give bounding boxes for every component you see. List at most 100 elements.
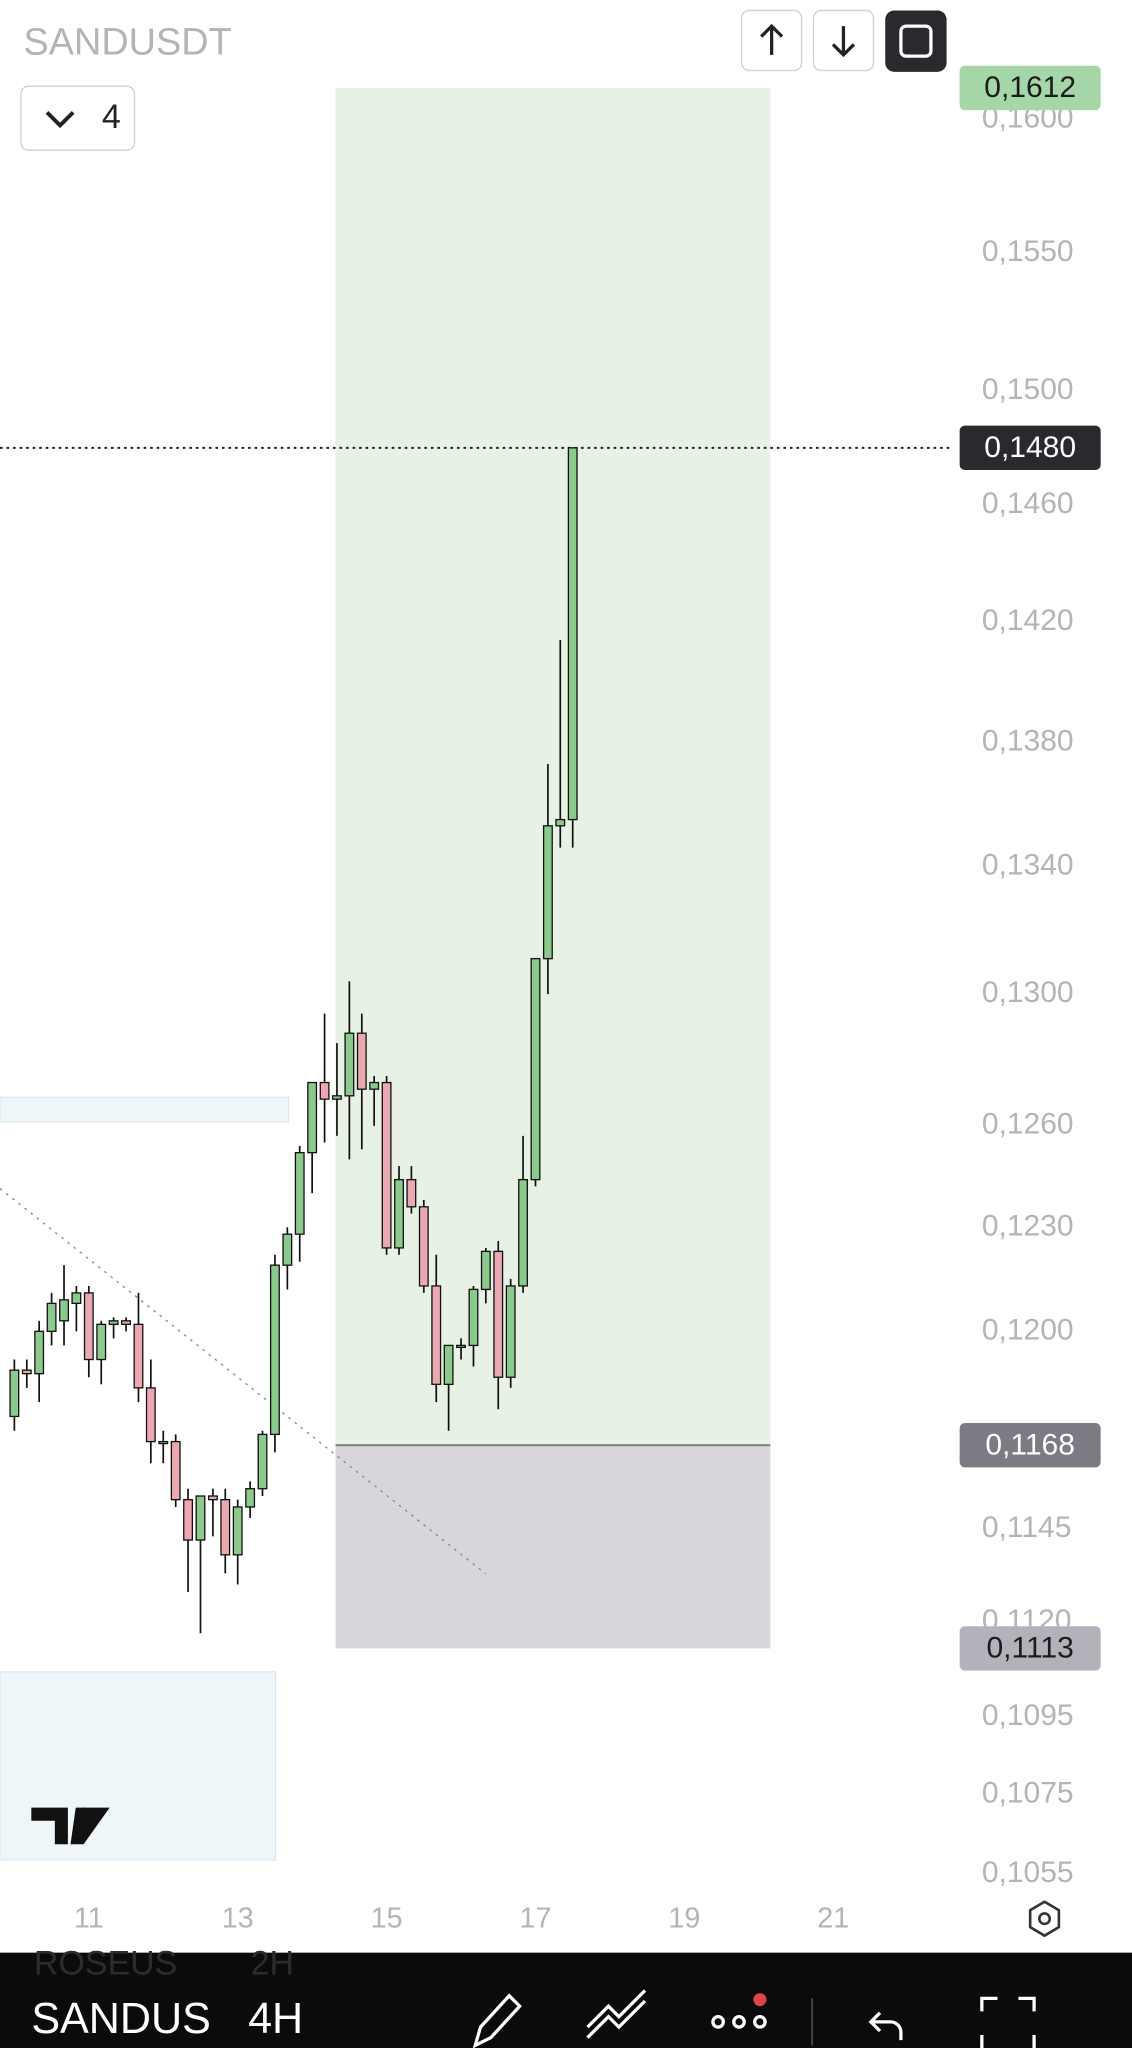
x-tick-label: 21 bbox=[817, 1903, 849, 1935]
y-tick-label: 0,1550 bbox=[982, 235, 1074, 268]
candle-body bbox=[518, 1178, 529, 1287]
candle-body bbox=[34, 1330, 45, 1375]
candle-body bbox=[294, 1151, 305, 1235]
candle-body bbox=[307, 1081, 318, 1154]
price-label: 0,1168 bbox=[985, 1428, 1075, 1461]
candle-body bbox=[394, 1178, 404, 1249]
candle-body bbox=[555, 818, 566, 827]
candle-body bbox=[567, 447, 578, 821]
x-tick-label: 15 bbox=[371, 1903, 403, 1935]
candle-body bbox=[406, 1178, 417, 1208]
x-tick-label: 11 bbox=[74, 1903, 104, 1935]
settings-icon bbox=[1037, 1912, 1052, 1926]
interval-button[interactable]: 4H bbox=[248, 1995, 303, 2043]
candle-body bbox=[456, 1344, 467, 1349]
y-tick-label: 0,1055 bbox=[982, 1856, 1074, 1889]
indicator-count: 4 bbox=[102, 98, 121, 136]
symbol-button[interactable]: SANDUS bbox=[31, 1995, 210, 2043]
candle-body bbox=[145, 1387, 156, 1443]
candle-body bbox=[369, 1081, 380, 1090]
price-label: 0,1113 bbox=[986, 1632, 1073, 1665]
y-tick-label: 0,1095 bbox=[982, 1699, 1074, 1732]
bottom-toolbar bbox=[0, 1952, 1132, 2048]
candle-body bbox=[356, 1032, 367, 1090]
undo-icon[interactable] bbox=[868, 2011, 903, 2041]
indicators-toggle[interactable] bbox=[20, 85, 136, 151]
candle-body bbox=[108, 1320, 119, 1325]
x-tick-label: 19 bbox=[668, 1903, 700, 1935]
prev-symbol[interactable]: ROSEUS bbox=[34, 1945, 177, 1983]
zone-box bbox=[0, 1671, 277, 1861]
profit-zone bbox=[335, 87, 771, 1446]
x-tick-label: 17 bbox=[520, 1903, 552, 1935]
more-icon[interactable] bbox=[711, 2015, 767, 2029]
tradingview-logo bbox=[75, 1807, 92, 1824]
trend-line[interactable] bbox=[0, 1188, 487, 1575]
candle-body bbox=[418, 1206, 429, 1287]
draw-tool-icon[interactable] bbox=[472, 1993, 522, 2048]
y-tick-label: 0,1460 bbox=[982, 487, 1074, 520]
price-label-box bbox=[959, 1423, 1101, 1468]
y-tick-label: 0,1420 bbox=[982, 604, 1074, 637]
candle-body bbox=[121, 1320, 131, 1325]
candle-body bbox=[331, 1095, 342, 1100]
x-tick-label: 13 bbox=[222, 1903, 254, 1935]
candle-body bbox=[71, 1292, 82, 1305]
candle-body bbox=[344, 1032, 355, 1097]
candle-body bbox=[480, 1250, 491, 1291]
candle-body bbox=[46, 1302, 57, 1332]
candle-body bbox=[220, 1499, 231, 1556]
candle-body bbox=[9, 1369, 20, 1418]
y-tick-label: 0,1230 bbox=[982, 1209, 1074, 1242]
y-tick-label: 0,1145 bbox=[982, 1511, 1072, 1544]
y-tick-label: 0,1300 bbox=[982, 976, 1074, 1009]
candle-body bbox=[505, 1285, 516, 1378]
candle-body bbox=[493, 1250, 504, 1378]
candle-body bbox=[232, 1506, 243, 1556]
settings-icon[interactable] bbox=[1028, 1900, 1061, 1938]
chevron-icon bbox=[45, 110, 75, 129]
candle-body bbox=[183, 1499, 194, 1541]
candle-body bbox=[195, 1495, 206, 1541]
prev-interval[interactable]: 2H bbox=[251, 1945, 294, 1983]
fullscreen-icon[interactable] bbox=[980, 1996, 1036, 2048]
candle-body bbox=[245, 1488, 256, 1508]
position-tool[interactable] bbox=[0, 87, 954, 1649]
trend-tool-icon[interactable] bbox=[586, 1989, 647, 2039]
candle-body bbox=[319, 1081, 330, 1100]
candle-body bbox=[59, 1299, 69, 1322]
y-tick-label: 0,1075 bbox=[982, 1777, 1074, 1810]
candle-body bbox=[133, 1323, 144, 1389]
y-tick-label: 0,1200 bbox=[982, 1313, 1074, 1346]
candle-body bbox=[282, 1233, 293, 1266]
price-label-box bbox=[959, 1626, 1101, 1671]
zone-box bbox=[0, 1096, 290, 1123]
candle-body bbox=[381, 1081, 392, 1249]
y-tick-label: 0,1380 bbox=[982, 724, 1074, 757]
price-label: 0,1480 bbox=[984, 431, 1076, 464]
candle-body bbox=[257, 1433, 268, 1490]
fullscreen-icon bbox=[899, 24, 933, 58]
symbol-title: SANDUSDT bbox=[24, 21, 232, 63]
y-tick-label: 0,1260 bbox=[982, 1108, 1074, 1141]
candle-body bbox=[530, 957, 541, 1181]
y-tick-label: 0,1500 bbox=[982, 373, 1074, 406]
candle-body bbox=[443, 1344, 454, 1385]
arrow-up-icon bbox=[760, 23, 784, 55]
loss-zone bbox=[335, 1445, 771, 1649]
candle-body bbox=[468, 1288, 479, 1347]
candle-body bbox=[83, 1292, 94, 1361]
fullscreen-button[interactable] bbox=[885, 10, 947, 72]
notification-dot bbox=[753, 1993, 767, 2007]
candle-body bbox=[21, 1369, 32, 1375]
price-label-box bbox=[959, 65, 1101, 111]
price-label: 0,1612 bbox=[984, 71, 1076, 104]
candle-body bbox=[207, 1495, 218, 1501]
candle-body bbox=[96, 1323, 107, 1361]
y-tick-label: 0,1340 bbox=[982, 848, 1074, 881]
candle-body bbox=[269, 1264, 280, 1436]
candle-body bbox=[431, 1285, 442, 1385]
candle-body bbox=[170, 1440, 181, 1501]
